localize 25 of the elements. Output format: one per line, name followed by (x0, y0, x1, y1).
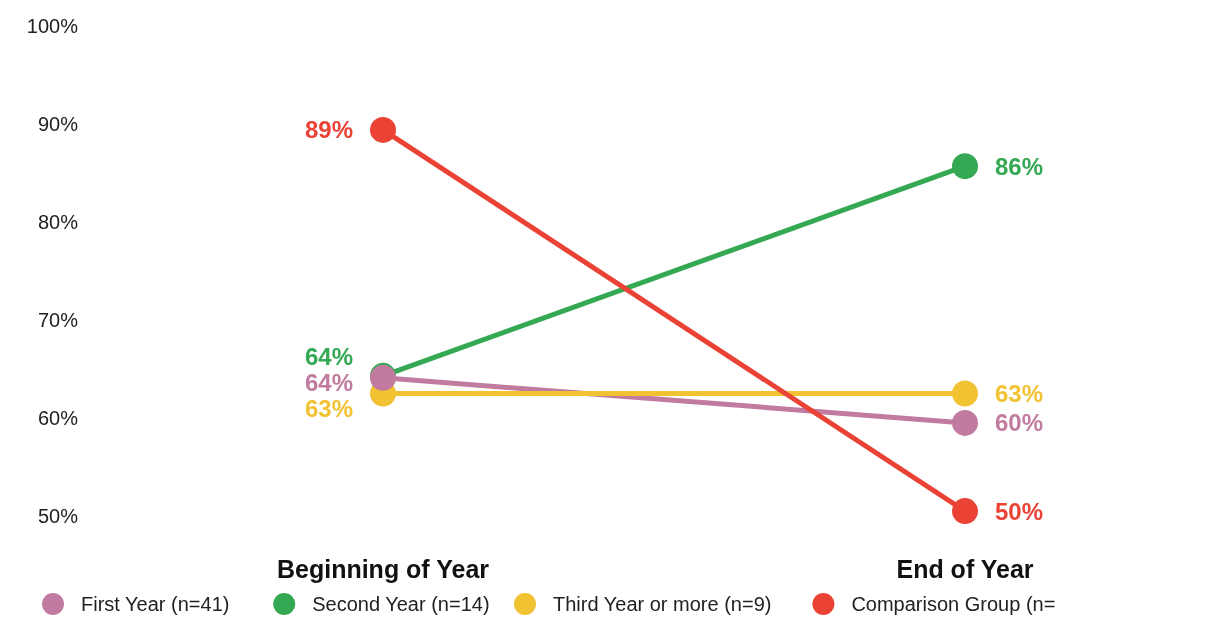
x-tick-label: Beginning of Year (276, 555, 490, 583)
y-tick-label: 50% (37, 505, 79, 527)
legend-label: Third Year or more (n=9) (553, 593, 772, 615)
y-tick-label: 100% (26, 15, 79, 37)
y-tick-label: 70% (37, 309, 79, 331)
data-label: 63% (304, 394, 353, 422)
legend-label: Comparison Group (n= (851, 593, 1056, 615)
point (952, 153, 978, 180)
x-tick-label: End of Year (896, 555, 1034, 583)
data-label: 64% (304, 368, 353, 396)
point (952, 498, 978, 525)
legend-label: Second Year (n=14) (312, 593, 490, 615)
y-tick-label: 80% (37, 211, 79, 233)
y-tick-label: 90% (37, 113, 79, 135)
data-label: 86% (995, 152, 1044, 180)
data-label: 60% (995, 409, 1044, 437)
data-label: 89% (304, 116, 353, 144)
point (370, 116, 396, 143)
data-label: 63% (995, 379, 1044, 407)
legend-label: First Year (n=41) (81, 593, 230, 615)
point (952, 380, 978, 407)
data-label: 64% (304, 342, 353, 370)
y-tick-label: 60% (37, 407, 79, 429)
point (952, 409, 978, 436)
data-label: 50% (995, 497, 1044, 525)
